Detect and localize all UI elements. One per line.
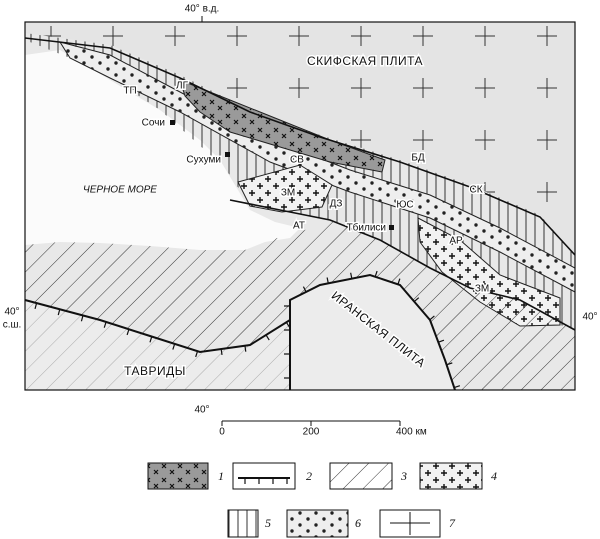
latitude-label: 40° [4, 307, 19, 318]
legend-label: 3 [400, 469, 407, 483]
plus-zone [237, 164, 333, 213]
zone-label: ЛГ [176, 81, 189, 92]
legend-label: 4 [491, 469, 497, 483]
city-label: Сочи [142, 118, 165, 129]
fault [24, 37, 576, 256]
legend-swatch [419, 462, 483, 490]
zone-label: СВ [290, 155, 304, 166]
zone-label: ДЗ [330, 199, 343, 210]
zone-label: АТ [293, 221, 305, 232]
legend-plus [390, 512, 430, 535]
thrust-line [289, 273, 456, 391]
thrust-tick [265, 334, 270, 341]
thrust-tick [429, 315, 435, 321]
map-frame [24, 21, 576, 391]
legend-labels: 1 2 3 4 5 6 7 [218, 469, 497, 530]
zone-label: ЮС [396, 200, 413, 211]
thrust-tick [149, 336, 153, 343]
city-marker [170, 120, 175, 125]
city-marker [225, 152, 230, 157]
legend-label: 7 [449, 516, 456, 530]
zone-label: СК [469, 185, 482, 196]
thrust-tick [374, 270, 378, 277]
thrust-tick [172, 343, 176, 350]
latitude-label: 40° [582, 312, 597, 323]
taurides [25, 300, 290, 390]
scale-bar: 0 200 400 км [219, 420, 427, 438]
sea-label: ЧЕРНОЕ МОРЕ [83, 185, 157, 196]
thrust-tick [453, 385, 461, 389]
city-marker [389, 225, 394, 230]
thrust-ticks [284, 270, 461, 389]
zone-label: БД [411, 153, 425, 164]
longitude-label: 40° в.д. [185, 4, 220, 15]
thrust-tick [57, 309, 61, 316]
thrust-line [24, 299, 291, 354]
legend-swatch [286, 509, 349, 538]
thrust-tick [326, 277, 329, 284]
legend-swatch [232, 462, 296, 490]
zone-label: ЗМ [475, 284, 489, 295]
thrust-tick [244, 345, 247, 352]
thrust-tick [413, 297, 420, 303]
legend-swatch [329, 462, 393, 490]
legend-label: 6 [355, 516, 361, 530]
thrust-tick [195, 351, 199, 358]
zone-label: АР [449, 236, 463, 247]
city-label: Тбилиси [347, 222, 386, 234]
thrust-tick [446, 362, 453, 366]
fault [229, 199, 576, 331]
scale-label: 400 км [396, 427, 427, 438]
longitude-label: 40° [194, 405, 209, 416]
thrust-tick [126, 329, 130, 336]
map: 40° в.д. 40° с.ш. 40° 40° СКИФСКАЯ ПЛИТА… [3, 4, 598, 416]
city-label: Сухуми [186, 155, 221, 166]
thrust-ticks [244, 478, 288, 484]
zone-label: ЗМ [281, 188, 295, 199]
legend [147, 462, 483, 538]
scale-label: 0 [219, 427, 225, 438]
scythian-plate [25, 22, 575, 255]
thrust-tick [397, 278, 401, 285]
latitude-label: с.ш. [3, 320, 22, 331]
thrust-tick [302, 286, 307, 293]
thrust-tick [103, 321, 107, 328]
thrust-tick [220, 348, 223, 356]
thrust-tick [350, 272, 353, 279]
legend-swatch [147, 462, 209, 490]
region-label: ТАВРИДЫ [124, 364, 186, 378]
thrust-tick [80, 315, 84, 322]
legend-swatch [227, 509, 259, 538]
legend-label: 5 [265, 516, 271, 530]
zone-label: ТП [123, 86, 136, 97]
region-label: СКИФСКАЯ ПЛИТА [307, 54, 423, 68]
legend-label: 1 [218, 469, 224, 483]
thrust-tick [438, 339, 445, 343]
thrust-tick [34, 302, 38, 310]
scale-label: 200 [303, 427, 320, 438]
legend-label: 2 [306, 469, 312, 483]
